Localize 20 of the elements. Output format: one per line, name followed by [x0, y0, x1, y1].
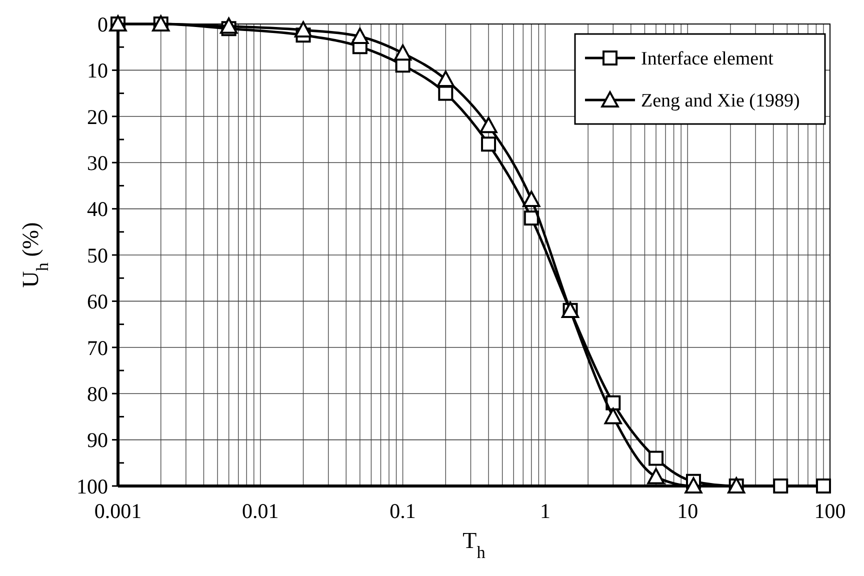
x-tick-label: 10	[677, 499, 698, 523]
y-tick-label: 90	[87, 428, 108, 452]
x-tick-label: 1	[540, 499, 550, 523]
x-tick-label: 0.001	[94, 499, 142, 523]
y-tick-label: 20	[87, 104, 108, 129]
y-tick-label: 70	[87, 336, 108, 360]
x-tick-label: 0.1	[390, 499, 416, 523]
y-tick-label: 10	[87, 58, 108, 83]
y-tick-label: 0	[98, 12, 108, 36]
x-axis-title: T$_{h}$	[462, 528, 486, 562]
y-tick-label: 40	[87, 197, 108, 222]
x-tick-label: 0.01	[242, 499, 279, 523]
y-tick-label: 50	[87, 243, 108, 268]
y-tick-label: 30	[87, 150, 108, 175]
legend-label: Interface element	[641, 48, 774, 70]
y-tick-label: 60	[87, 290, 108, 314]
y-tick-label: 80	[87, 382, 108, 406]
legend-label: Zeng and Xie (1989)	[641, 90, 800, 112]
x-tick-label: 100	[814, 499, 846, 523]
y-tick-label: 100	[76, 474, 108, 498]
